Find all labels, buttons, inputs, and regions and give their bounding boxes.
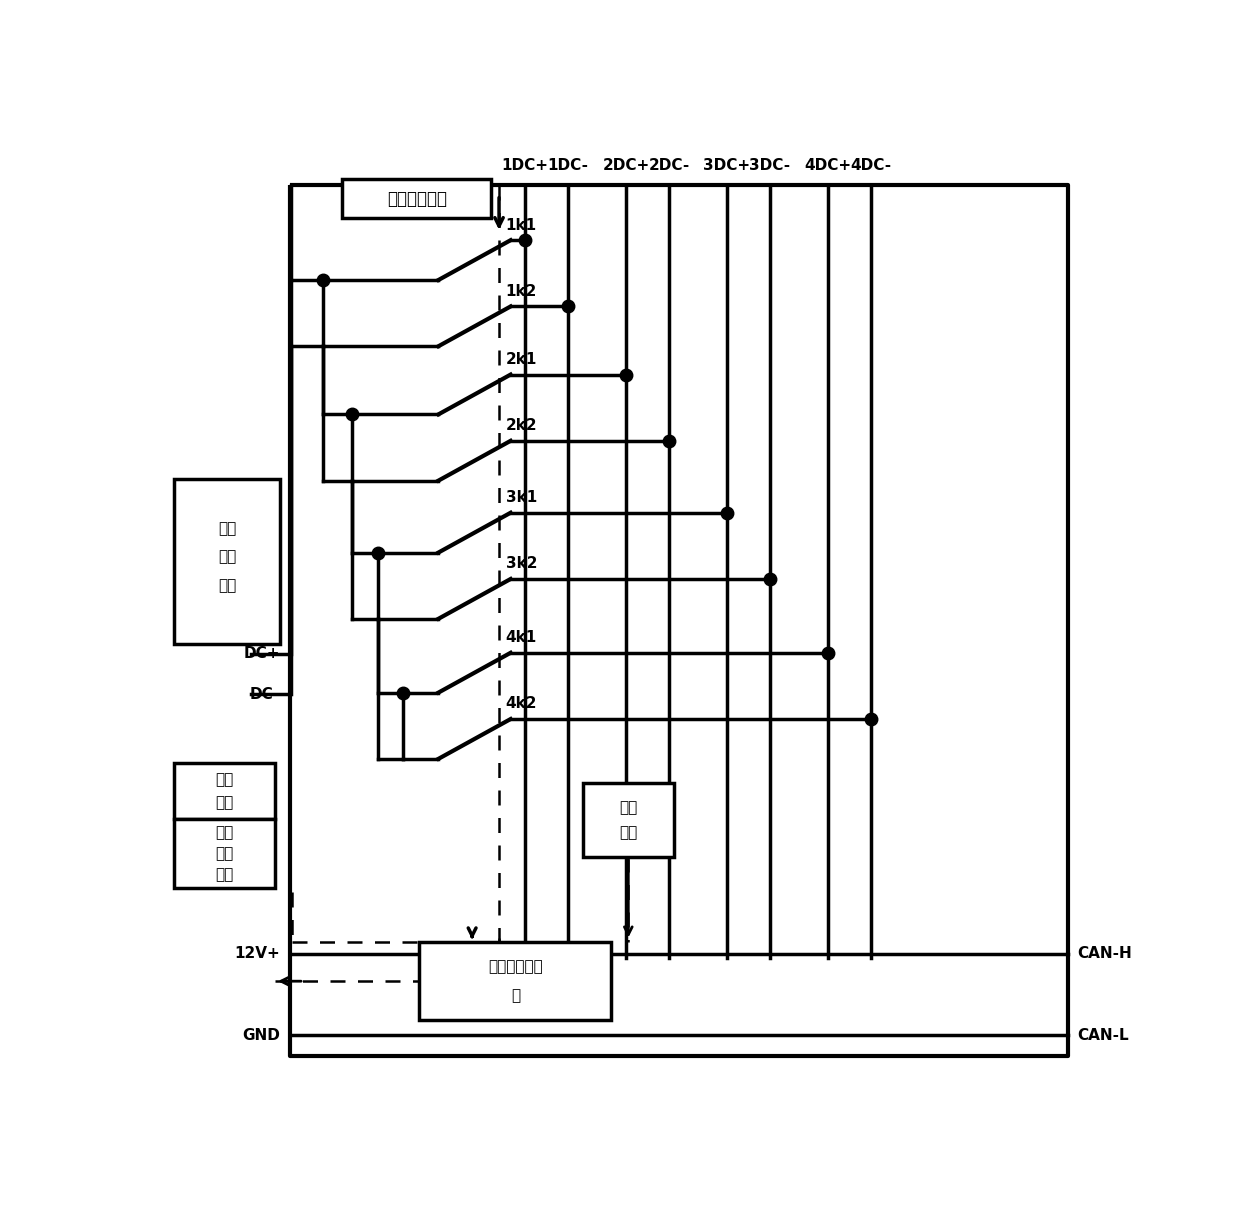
Text: 指示: 指示	[216, 846, 234, 862]
Text: 4DC+: 4DC+	[804, 159, 852, 173]
Text: CAN-L: CAN-L	[1078, 1027, 1130, 1042]
Text: 3DC-: 3DC-	[749, 159, 791, 173]
Bar	[174, 479, 280, 644]
Text: 3DC+: 3DC+	[703, 159, 750, 173]
Text: 状态: 状态	[216, 825, 234, 841]
Bar	[419, 943, 611, 1020]
Text: 灯板: 灯板	[216, 866, 234, 881]
Text: GND: GND	[242, 1027, 280, 1042]
Text: 高压: 高压	[218, 521, 236, 536]
Text: 2k1: 2k1	[506, 351, 537, 367]
Text: 调试: 调试	[619, 800, 637, 816]
Bar	[583, 783, 675, 858]
Text: 2DC-: 2DC-	[649, 159, 689, 173]
Text: 1k1: 1k1	[506, 218, 537, 232]
Text: 开关模块控制: 开关模块控制	[489, 960, 543, 975]
Text: 4k2: 4k2	[506, 697, 537, 712]
Bar	[174, 762, 275, 820]
Text: 输入: 输入	[218, 578, 236, 592]
Text: 4k1: 4k1	[506, 630, 537, 645]
Text: 直流: 直流	[218, 549, 236, 564]
Text: 拨码: 拨码	[216, 772, 234, 787]
Bar	[342, 178, 491, 219]
Text: 开关: 开关	[216, 795, 234, 810]
Text: 1DC+: 1DC+	[501, 159, 548, 173]
Text: 接口: 接口	[619, 825, 637, 841]
Text: 板: 板	[511, 988, 520, 1003]
Text: DC-: DC-	[249, 687, 280, 702]
Bar	[174, 820, 275, 887]
Text: CAN-H: CAN-H	[1078, 946, 1132, 961]
Text: 3k2: 3k2	[506, 557, 537, 571]
Text: 1k2: 1k2	[506, 284, 537, 299]
Text: 3k1: 3k1	[506, 490, 537, 505]
Text: DC+: DC+	[243, 646, 280, 661]
Text: 2DC+: 2DC+	[603, 159, 650, 173]
Text: 1DC-: 1DC-	[548, 159, 589, 173]
Text: 12V+: 12V+	[234, 946, 280, 961]
Text: 4DC-: 4DC-	[851, 159, 892, 173]
Text: 2k2: 2k2	[506, 418, 537, 434]
Text: 高压直流输出: 高压直流输出	[387, 189, 446, 208]
